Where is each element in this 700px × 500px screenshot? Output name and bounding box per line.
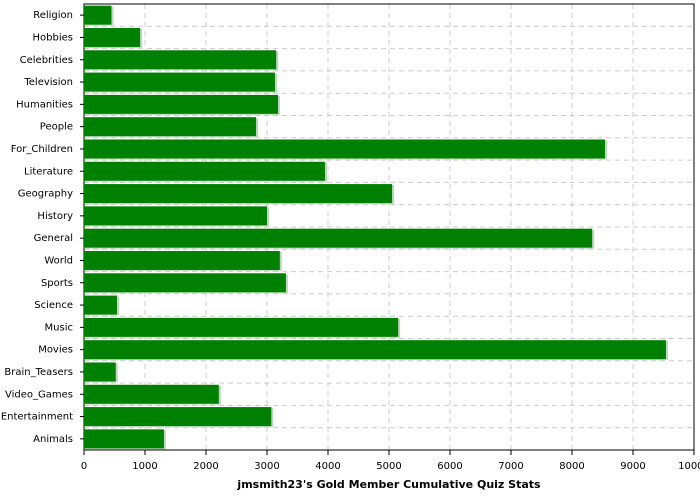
bar — [84, 295, 117, 315]
bar — [84, 5, 112, 25]
y-tick-label: Television — [23, 77, 73, 88]
bar — [84, 94, 278, 114]
x-tick-label: 0 — [81, 461, 87, 472]
plot-frame — [83, 3, 695, 451]
y-tick-label: Video_Games — [5, 389, 73, 400]
y-tick-label: For_Children — [11, 144, 73, 155]
y-tick-label: World — [44, 255, 73, 266]
bar — [84, 72, 275, 92]
bar — [84, 161, 325, 181]
y-tick-label: Sports — [41, 278, 73, 289]
y-tick-label: Entertainment — [1, 412, 73, 423]
bar — [84, 273, 286, 293]
y-tick-label: People — [40, 122, 73, 133]
bar — [84, 317, 399, 337]
chart-title: jmsmith23's Gold Member Cumulative Quiz … — [236, 478, 541, 491]
bar — [84, 139, 605, 159]
bar — [84, 407, 272, 427]
bar — [84, 384, 219, 404]
y-tick-label: Animals — [33, 434, 73, 445]
x-tick-label: 7000 — [498, 461, 523, 472]
x-tick-label: 10000 — [678, 461, 700, 472]
x-tick-label: 5000 — [376, 461, 401, 472]
bar — [84, 27, 141, 47]
bar — [84, 184, 393, 204]
bar — [84, 429, 164, 449]
bar — [84, 362, 116, 382]
y-tick-label: Humanities — [16, 99, 73, 110]
x-tick-label: 2000 — [193, 461, 218, 472]
bar — [84, 340, 666, 360]
x-tick-label: 3000 — [254, 461, 279, 472]
bar — [84, 206, 267, 226]
y-tick-label: General — [34, 233, 73, 244]
bar — [84, 228, 593, 248]
y-tick-label: Celebrities — [20, 55, 73, 66]
x-tick-label: 1000 — [132, 461, 157, 472]
x-tick-label: 8000 — [559, 461, 584, 472]
x-tick-label: 6000 — [437, 461, 462, 472]
x-tick-label: 4000 — [315, 461, 340, 472]
y-tick-label: Religion — [33, 10, 73, 21]
y-tick-label: Hobbies — [33, 32, 73, 43]
y-tick-label: History — [37, 211, 73, 222]
y-tick-label: Movies — [38, 345, 73, 356]
y-tick-label: Music — [45, 322, 73, 333]
bar — [84, 250, 280, 270]
y-tick-label: Brain_Teasers — [4, 367, 73, 378]
y-tick-label: Geography — [18, 189, 73, 200]
bar — [84, 117, 257, 137]
y-tick-label: Science — [34, 300, 73, 311]
y-tick-label: Literature — [24, 166, 73, 177]
bar — [84, 50, 277, 70]
x-tick-label: 9000 — [620, 461, 645, 472]
